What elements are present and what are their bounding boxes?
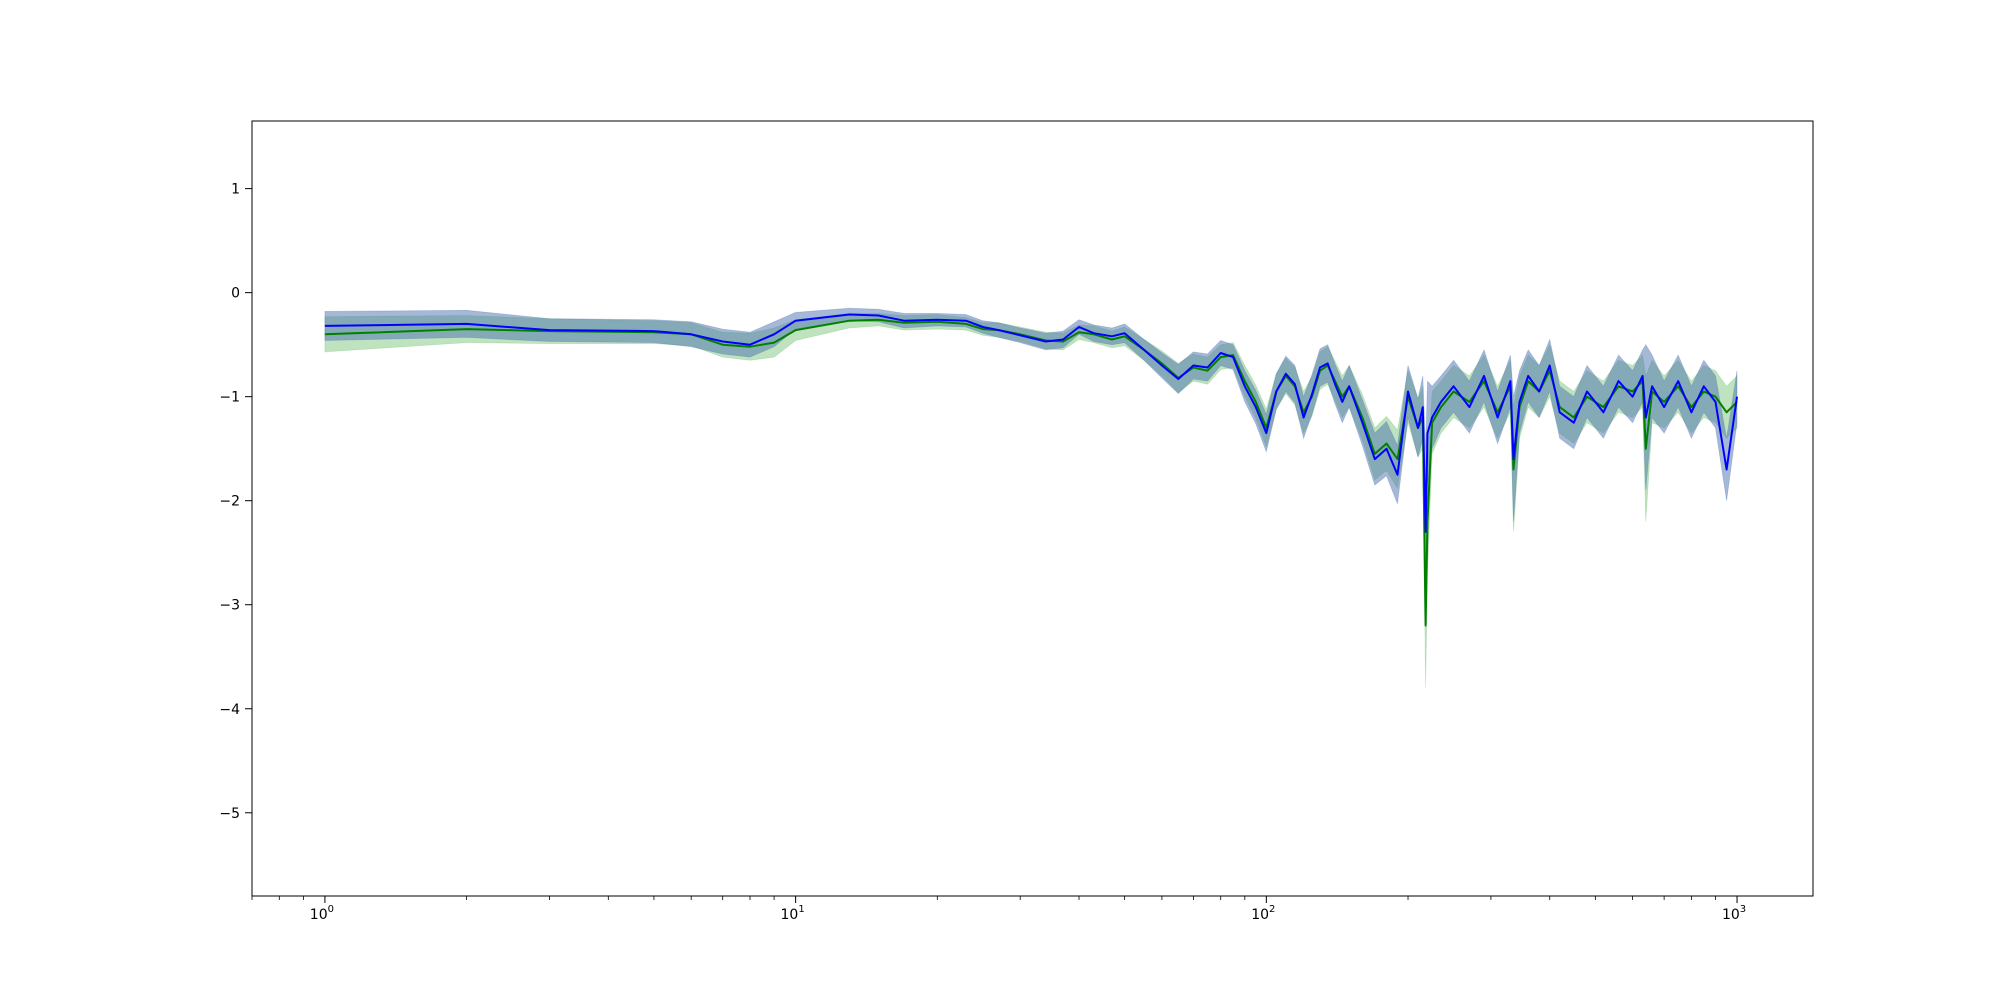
band-blue [324,307,1738,616]
y-tick-label: −4 [219,702,240,718]
confidence-bands [324,307,1738,688]
x-tick-exponent: 2 [1269,904,1275,915]
line-blue [324,313,1738,533]
axes-frame [251,120,1814,897]
y-tick-label: −1 [219,390,240,406]
y-tick-label: 0 [231,286,240,302]
series-lines [324,313,1738,627]
x-tick-exponent: 1 [798,904,804,915]
y-axis: 1 0 −1 −2 −3 −4 −5 [219,182,252,822]
y-tick-label: −3 [219,598,240,614]
y-tick-label: −2 [219,494,240,510]
x-tick-exponent: 3 [1740,904,1746,915]
y-tick-label: −5 [219,806,240,822]
y-tick-label: 1 [231,182,240,198]
x-tick-exponent: 0 [328,904,334,915]
plot-area [324,307,1738,688]
